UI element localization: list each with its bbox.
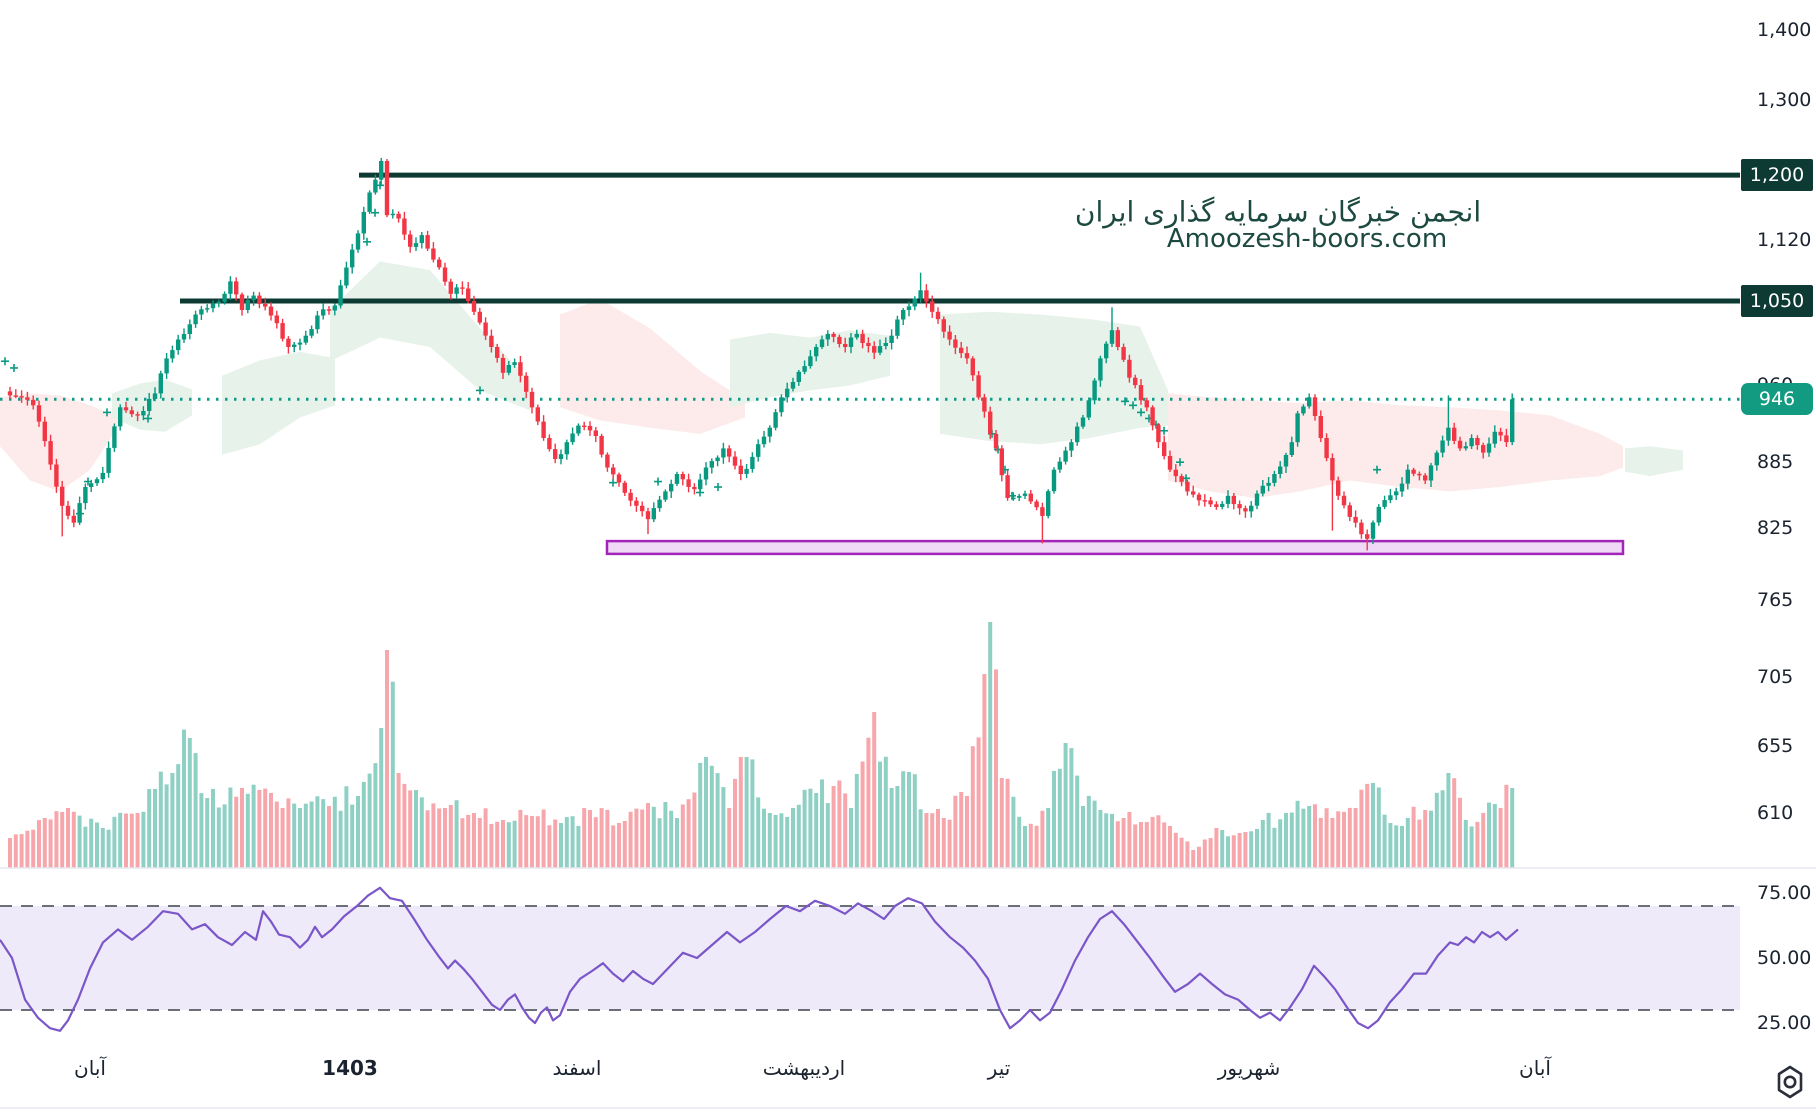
price-axis-label: 885: [1757, 451, 1794, 473]
price-axis-label: 705: [1757, 666, 1794, 688]
time-axis-label: اسفند: [552, 1056, 602, 1080]
price-axis-label: 1,400: [1757, 19, 1812, 41]
settings-logo-icon[interactable]: [1773, 1065, 1807, 1099]
time-axis-label: شهریور: [1217, 1056, 1281, 1080]
watermark-line-persian: انجمن خبرگان سرمایه گذاری ایران: [1074, 195, 1482, 229]
price-axis-label: 765: [1757, 589, 1794, 611]
badge-label: 946: [1758, 388, 1796, 410]
price-axis-label: 1,120: [1757, 229, 1812, 251]
time-axis-label: 1403: [322, 1056, 378, 1080]
time-axis-label: آبان: [74, 1056, 106, 1080]
last-price-badge: 946: [1741, 383, 1813, 415]
volume-bars: [8, 622, 1515, 868]
price-axis-label: 825: [1757, 517, 1794, 539]
price-axis-label: 610: [1757, 802, 1794, 824]
support-zone-box[interactable]: [605, 539, 1625, 556]
price-level-badge-1050: 1,050: [1741, 285, 1813, 317]
price-level-badge-1200: 1,200: [1741, 159, 1813, 191]
price-axis-label: 1,300: [1757, 89, 1812, 111]
rsi-axis-label: 75.00: [1757, 882, 1812, 904]
price-axis-label: 655: [1757, 735, 1794, 757]
candlestick-series: [7, 157, 1515, 551]
time-axis-label: اردیبهشت: [762, 1056, 846, 1080]
rsi-axis-label: 50.00: [1757, 947, 1812, 969]
time-axis-label: آبان: [1519, 1056, 1551, 1080]
badge-label: 1,050: [1749, 290, 1805, 312]
rsi-band-fill: [0, 906, 1740, 1010]
time-axis-label: تیر: [987, 1056, 1011, 1080]
badge-label: 1,200: [1749, 164, 1805, 186]
watermark-line-url: Amoozesh-boors.com: [1166, 224, 1448, 254]
rsi-line: [0, 886, 1519, 1032]
rsi-axis-label: 25.00: [1757, 1012, 1812, 1034]
